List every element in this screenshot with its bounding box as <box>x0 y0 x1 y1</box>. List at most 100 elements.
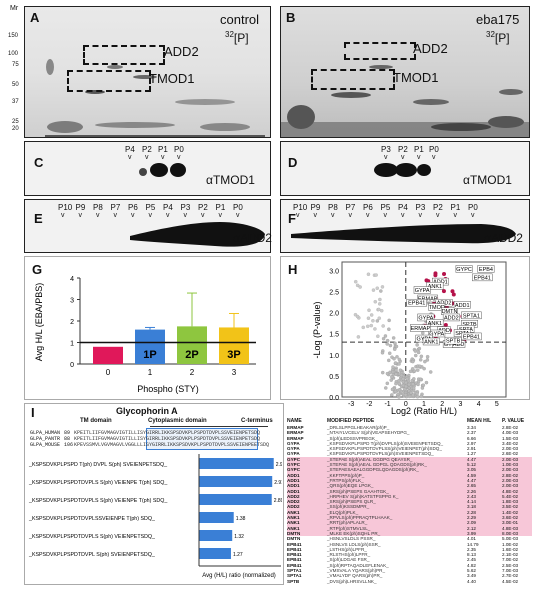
panel-d-lane-tick: v <box>401 154 405 161</box>
g-y-tick-label: 2 <box>70 319 74 326</box>
table-cell: GYPC <box>287 462 301 468</box>
panel-f-lane-label: P8 <box>328 203 338 212</box>
h-point-grey <box>380 370 385 375</box>
h-point-label: ANK1 <box>424 340 438 346</box>
table-row: SPTB _DVS(ph)LHRSVLLNK_ 4.40 4.5E-02 <box>287 579 532 584</box>
h-point-grey <box>385 371 390 376</box>
i-bar-label: _KSPSDVKPLPSPDTDVPLS S(ph) VEIENPE T(ph)… <box>28 480 167 486</box>
panel-f-lane-tick: v <box>436 212 440 219</box>
table-cell: ADD1 <box>287 488 300 494</box>
h-point-grey <box>383 334 388 338</box>
h-point-label: GYPA <box>415 288 430 294</box>
panel-f-lane-tick: v <box>313 212 318 219</box>
h-point-label: SPTB <box>462 322 477 328</box>
panel-f-lane-label: P3 <box>415 203 426 212</box>
panel-f-antibody: αADD2 <box>484 231 523 245</box>
phospho-peptide-table: NAME MODIFIED PEPTIDE MEAN H/L P. VALUE ERMA… <box>287 418 532 584</box>
h-point-grey <box>411 382 415 386</box>
table-cell: 2.0E-03 <box>502 456 519 462</box>
i-bar <box>199 512 234 523</box>
panel-e-lane-label: P4 <box>163 203 173 212</box>
phospho-bar-chart: 0 1 2 3 4 0 1 1P 2 2P 3 3P Phospho (STY) Avg H/L (EBA… <box>34 276 256 394</box>
panel-d-antibody: αTMOD1 <box>463 173 512 187</box>
table-cell: _RLSTHS(ph)LPFR_ <box>327 552 371 558</box>
h-point-grey <box>373 327 377 331</box>
table-cell: ANK1 <box>287 520 300 526</box>
h-label-box <box>477 265 495 273</box>
mr-mark-75: 75 <box>12 62 19 68</box>
table-cell: 4.14 <box>467 499 476 505</box>
panel-e-lane-label: P2 <box>198 203 208 212</box>
panel-f-lane-label: P7 <box>345 203 356 212</box>
panel-c-lane-tick: v <box>128 154 132 161</box>
h-point-label: EPB41 <box>408 301 425 307</box>
table-row: GYPC _STEPAE S(ph)AEAL GGDPG QEAYSR_ 4.47 2… <box>287 456 532 463</box>
panel-c-lane-p4: P4 <box>125 145 135 154</box>
gel-a-spots <box>45 59 265 137</box>
h-x-tick-label: 4 <box>477 401 481 408</box>
domain-tm-label: TM domain <box>80 418 112 424</box>
table-row: ANK1 _ELQ(ph)PLK_ 2.28 1.4E-02 <box>287 509 532 516</box>
table-cell: _S(ph)LEDSSVPREGK_ <box>327 435 378 441</box>
h-point-grey <box>417 346 422 351</box>
h-point-grey <box>392 357 396 361</box>
h-label-box <box>426 282 444 290</box>
panel-f-lane-tick: v <box>331 212 335 219</box>
i-bar <box>199 476 273 487</box>
table-cell: 2.1E-02 <box>502 552 519 558</box>
panel-i-title: Glycophorin A <box>116 406 178 416</box>
h-point-significant <box>433 271 438 276</box>
h-point-label: EPB4 <box>479 267 493 273</box>
h-point-label: GYPA <box>429 331 444 337</box>
h-point-grey <box>412 369 417 373</box>
table-cell: 4.8E-02 <box>502 488 519 494</box>
panel-e-lane-label: P9 <box>75 203 86 212</box>
table-cell: _RPVLS(ph)PPRAQTPLHAAK_ <box>327 515 393 521</box>
panel-e-antibody: αADD2 <box>233 231 272 245</box>
i-bar-label: _KSPSDVKPLPSPDTDVPLS S(ph) VEIENPETSDQ_ <box>28 534 155 540</box>
panel-e-lane-label: P10 <box>58 203 73 212</box>
panel-f-lane-label: P6 <box>363 203 373 212</box>
table-row: ERMAP _S(ph)LEDSSVPREGK_ 6.66 1.5E-03 <box>287 436 532 441</box>
h-point-grey <box>381 324 385 328</box>
table-row: EPB41 _S(ph)RPTAQADLEFLENAK_ 4.82 2.5E-03 <box>287 563 532 568</box>
panel-b-add2-label: ADD2 <box>413 41 448 56</box>
table-cell: 2.97 <box>467 440 476 446</box>
h-x-tick-label: 3 <box>458 401 462 408</box>
h-point-grey <box>365 324 370 329</box>
table-cell: 1.4E-02 <box>502 509 519 515</box>
table-cell: _NTAIYLVCELV S(ph)VEAPSEHYDPG_ <box>327 430 410 436</box>
table-cell: _DRLSLPPGLHEAKAR(ph)P_ <box>327 425 390 430</box>
h-x-tick-label: 1 <box>422 401 426 408</box>
table-cell: _KSPSDVKPLPSPDTDVPLSS(ph)VEIENPET(ph)SDQ… <box>327 446 442 452</box>
tmod1-box-a <box>67 70 151 92</box>
table-cell: _S(ph)LDGAE FSR_ <box>327 557 370 563</box>
blot-panel-c <box>24 141 271 196</box>
table-cell: ERMAP <box>287 425 304 430</box>
h-point-grey <box>377 307 381 312</box>
h-point-label: GYPA <box>418 315 433 321</box>
table-cell: 2.8E-02 <box>502 425 519 430</box>
h-point-grey <box>379 289 383 293</box>
h-point-grey <box>373 299 378 304</box>
panel-f-lane-tick: v <box>296 212 300 219</box>
blot-c-bands <box>139 163 186 177</box>
table-cell: _HRPHEV S(ph)KATSTPSPPG K_ <box>327 493 399 499</box>
h-label-box <box>455 265 473 273</box>
h-point-grey <box>393 341 397 346</box>
table-row: ADD1 _QRS(ph)EQE LPGK_ 2.65 2.0E-03 <box>287 483 532 489</box>
h-point-grey <box>369 323 374 328</box>
panel-f-lane-tick: v <box>418 212 423 219</box>
panel-e-lane-tick: v <box>78 212 83 219</box>
panel-h-letter: H <box>288 262 298 277</box>
h-y-tick-label: 1.5 <box>329 332 339 339</box>
h-point-grey <box>411 386 416 391</box>
panel-d-lane-p1: P1 <box>414 145 424 154</box>
panel-e-lane-tick: v <box>218 212 223 219</box>
table-cell: EPB41 <box>287 546 302 552</box>
h-point-label: SPTA1 <box>463 313 480 319</box>
table-cell: 3.4E-02 <box>502 440 519 446</box>
i-bar-value: 2.91 <box>274 480 282 486</box>
h-point-grey <box>410 367 415 371</box>
add2-box-b <box>344 42 416 60</box>
